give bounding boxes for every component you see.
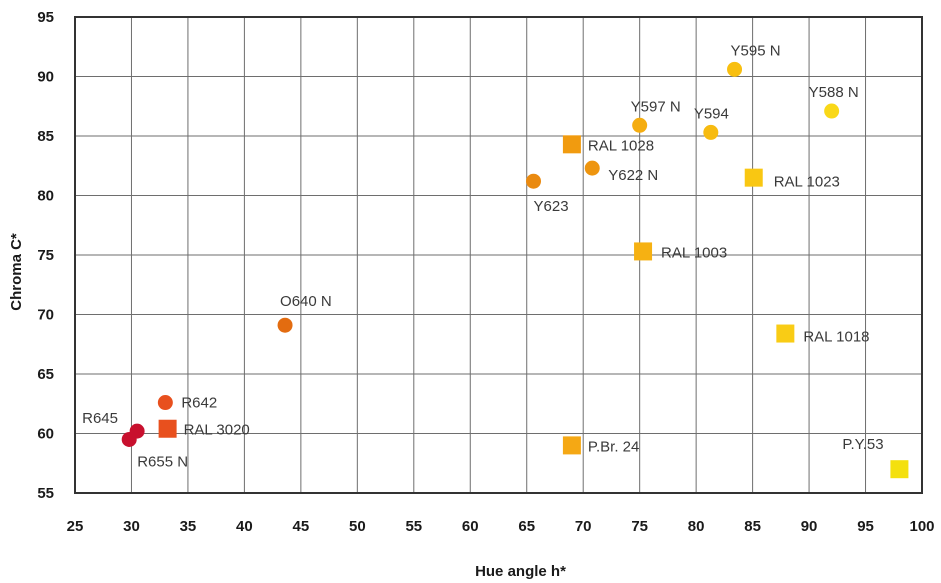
plot-frame (74, 16, 923, 494)
label-r645: R645 (82, 410, 118, 427)
point-y588-n (824, 103, 840, 119)
label-ral-1028: RAL 1028 (588, 137, 654, 154)
label-o640-n: O640 N (280, 293, 332, 310)
x-tick-label: 65 (518, 518, 535, 535)
label-r655-n: R655 N (137, 453, 188, 470)
x-tick-label: 50 (349, 518, 366, 535)
y-axis-ticks: 55 60 65 70 75 80 85 90 95 (37, 9, 54, 502)
y-tick-label: 80 (37, 188, 54, 205)
point-p-br-24 (562, 436, 581, 455)
point-ral-1028 (562, 135, 581, 154)
x-tick-label: 70 (575, 518, 592, 535)
y-tick-label: 90 (37, 69, 54, 86)
point-ral-3020 (158, 419, 177, 438)
point-r655-n (121, 431, 137, 447)
x-axis-ticks: 25 30 35 40 45 50 55 60 65 70 75 80 85 90 95 100 (67, 518, 935, 535)
label-ral-1018: RAL 1018 (803, 329, 869, 346)
label-y597-n: Y597 N (631, 98, 681, 115)
point-r642 (157, 395, 173, 411)
label-ral-1003: RAL 1003 (661, 244, 727, 261)
x-tick-label: 90 (801, 518, 818, 535)
x-tick-label: 45 (293, 518, 310, 535)
label-ral-3020: RAL 3020 (184, 422, 250, 439)
x-tick-label: 30 (123, 518, 140, 535)
point-y623 (526, 173, 542, 189)
label-y622-n: Y622 N (608, 167, 658, 184)
x-tick-label: 55 (405, 518, 422, 535)
point-y595-n (727, 61, 743, 77)
x-tick-label: 60 (462, 518, 479, 535)
x-tick-label: 75 (631, 518, 648, 535)
label-y588-n: Y588 N (809, 84, 859, 101)
x-tick-label: 95 (857, 518, 874, 535)
label-y595-n: Y595 N (731, 42, 781, 59)
x-tick-label: 25 (67, 518, 84, 535)
x-tick-label: 85 (744, 518, 761, 535)
y-tick-label: 55 (37, 485, 54, 502)
point-ral-1023 (744, 168, 763, 187)
point-o640-n (277, 317, 293, 333)
point-labels: R645 R655 N R642 RAL 3020 O640 N Y623 RAL 1028… (82, 42, 883, 470)
y-axis-title: Chroma C* (8, 233, 25, 311)
point-p-y-53 (890, 460, 909, 479)
label-y594: Y594 (694, 105, 729, 122)
x-tick-label: 40 (236, 518, 253, 535)
data-points (121, 61, 909, 479)
point-y594 (703, 124, 719, 140)
point-y597-n (632, 117, 648, 133)
x-tick-label: 35 (180, 518, 197, 535)
label-y623: Y623 (534, 198, 569, 215)
label-r642: R642 (181, 395, 217, 412)
y-tick-label: 95 (37, 9, 54, 26)
x-tick-label: 80 (688, 518, 705, 535)
point-y622-n (584, 160, 600, 176)
y-tick-label: 65 (37, 366, 54, 383)
point-ral-1003 (634, 242, 653, 261)
y-tick-label: 85 (37, 128, 54, 145)
label-ral-1023: RAL 1023 (774, 174, 840, 191)
y-tick-label: 60 (37, 426, 54, 443)
point-ral-1018 (776, 324, 795, 343)
label-p-br-24: P.Br. 24 (588, 438, 639, 455)
y-tick-label: 75 (37, 247, 54, 264)
label-p-y-53: P.Y.53 (842, 436, 883, 453)
x-axis-title: Hue angle h* (475, 563, 566, 580)
x-tick-label: 100 (909, 518, 934, 535)
y-tick-label: 70 (37, 307, 54, 324)
